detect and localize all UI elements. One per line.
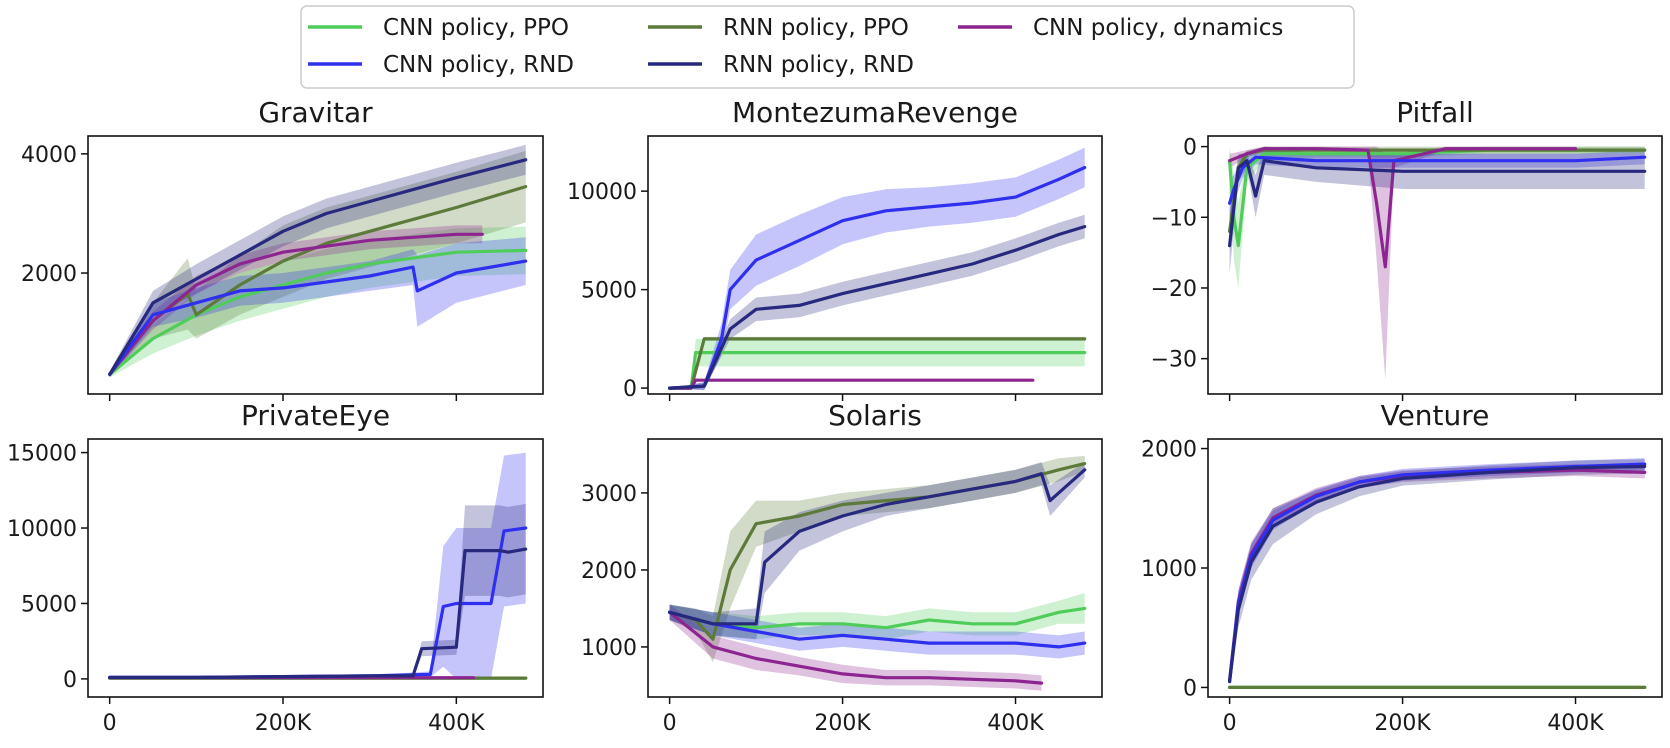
subplot-pitfall: Pitfall −30 −20 −10 0 (1151, 96, 1662, 401)
subplot-title: Pitfall (1396, 96, 1474, 129)
y-tick-label: 4000 (21, 143, 77, 168)
y-tick-label: 1000 (581, 636, 637, 661)
y-tick-label: 2000 (1141, 438, 1197, 463)
band-cnn-dyn (1230, 464, 1645, 684)
x-tick-label: 200K (1374, 711, 1431, 736)
legend-label-cnn-rnd: CNN policy, RND (383, 52, 574, 78)
y-tick-label: 2000 (581, 559, 637, 584)
band-cnn-rnd (1230, 458, 1645, 685)
y-tick-label: −30 (1151, 348, 1197, 373)
line-cnn-dyn (670, 380, 1033, 388)
legend-label-rnn-ppo: RNN policy, PPO (723, 15, 909, 41)
subplot-title: Venture (1381, 399, 1490, 432)
legend-label-cnn-ppo: CNN policy, PPO (383, 15, 569, 41)
subplot-title: MontezumaRevenge (732, 96, 1018, 129)
x-tick-label: 200K (255, 711, 312, 736)
subplot-privateeye: PrivateEye 0 5000 10000 15000 0 200K 400K (7, 399, 543, 736)
plot-area (1230, 458, 1645, 687)
subplot-title: Solaris (828, 399, 922, 432)
plot-area (670, 456, 1085, 691)
legend-label-rnn-rnd: RNN policy, RND (723, 52, 914, 78)
y-tick-label: 0 (63, 668, 77, 693)
line-rnn-rnd (1230, 467, 1645, 682)
subplot-title: Gravitar (258, 96, 373, 129)
y-tick-label: 0 (1183, 136, 1197, 161)
legend-label-cnn-dyn: CNN policy, dynamics (1033, 15, 1283, 41)
y-tick-label: −20 (1151, 277, 1197, 302)
x-tick-label: 0 (103, 711, 117, 736)
plot-area (670, 148, 1085, 390)
x-tick-label: 0 (1223, 711, 1237, 736)
y-tick-label: 5000 (581, 279, 637, 304)
subplot-gravitar: Gravitar 2000 4000 (21, 96, 543, 401)
y-tick-label: 3000 (581, 482, 637, 507)
y-tick-label: 10000 (567, 180, 637, 205)
plot-area (110, 145, 526, 377)
subplot-grid: Gravitar 2000 4000 MontezumaRevenge 0 5000 100… (7, 96, 1662, 736)
plot-area (1230, 147, 1645, 380)
subplot-venture: Venture 0 1000 2000 0 200K 400K (1141, 399, 1662, 736)
x-tick-label: 400K (987, 711, 1044, 736)
subplot-montezumarevenge: MontezumaRevenge 0 5000 10000 (567, 96, 1102, 402)
y-tick-label: −10 (1151, 206, 1197, 231)
x-tick-label: 200K (814, 711, 871, 736)
x-tick-label: 400K (1547, 711, 1604, 736)
x-tick-label: 400K (428, 711, 485, 736)
subplot-title: PrivateEye (241, 399, 390, 432)
y-tick-label: 5000 (21, 592, 77, 617)
plot-area (110, 453, 526, 679)
x-tick-label: 0 (663, 711, 677, 736)
y-tick-label: 2000 (21, 262, 77, 287)
y-tick-label: 0 (623, 377, 637, 402)
band-rnn-rnd (1230, 459, 1645, 685)
y-tick-label: 0 (1183, 676, 1197, 701)
y-tick-label: 1000 (1141, 557, 1197, 582)
subplot-solaris: Solaris 1000 2000 3000 0 200K 400K (581, 399, 1102, 736)
y-tick-label: 10000 (7, 517, 77, 542)
line-cnn-rnd (1230, 464, 1645, 681)
legend: CNN policy, PPO CNN policy, RND RNN policy… (301, 6, 1354, 88)
y-tick-label: 15000 (7, 442, 77, 467)
